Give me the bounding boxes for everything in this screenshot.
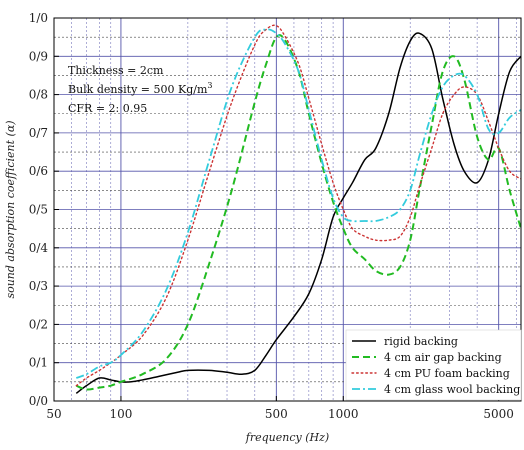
legend-label-pu-foam: 4 cm PU foam backing <box>384 367 510 380</box>
legend-label-rigid: rigid backing <box>384 335 458 348</box>
annotation-cfr: CFR = 2: 0.95 <box>68 102 147 115</box>
y-tick-label: 0/7 <box>29 126 48 140</box>
series-lines <box>75 24 521 394</box>
y-tick-label: 0/3 <box>29 279 48 293</box>
series-line-glass-wool <box>76 28 521 379</box>
annotation-density: Bulk density = 500 Kg/m3 <box>68 81 212 96</box>
y-tick-label: 0/2 <box>29 317 48 331</box>
y-tick-label: 0/1 <box>29 356 48 370</box>
x-tick-label: 1000 <box>328 407 359 421</box>
y-tick-label: 0/4 <box>29 241 49 255</box>
axis-ticks: 0/0 0/1 0/2 0/3 0/4 0/5 0/6 0/7 0/8 0/9 1/0 50 100 50… <box>29 11 514 421</box>
y-axis-title: sound absorption coefficient (α) <box>4 120 17 298</box>
series-line-rigid <box>75 32 521 394</box>
x-tick-label: 5000 <box>483 407 514 421</box>
legend-label-air-gap: 4 cm air gap backing <box>384 351 502 364</box>
y-tick-label: 0/0 <box>29 394 48 408</box>
grid <box>54 18 521 401</box>
legend-label-glass-wool: 4 cm glass wool backing <box>384 383 520 396</box>
sample-annotation: Thickness = 2cm Bulk density = 500 Kg/m3… <box>68 64 212 115</box>
y-tick-label: 0/9 <box>29 49 48 63</box>
y-tick-label: 0/5 <box>29 203 48 217</box>
legend: rigid backing 4 cm air gap backing 4 cm … <box>345 329 522 401</box>
series-line-pu-foam <box>75 24 521 387</box>
x-tick-label: 500 <box>265 407 288 421</box>
y-tick-label: 0/8 <box>29 88 48 102</box>
x-axis-title: frequency (Hz) <box>245 431 329 444</box>
annotation-density-sup: 3 <box>207 81 212 90</box>
annotation-thickness: Thickness = 2cm <box>68 64 164 77</box>
x-tick-label: 100 <box>109 407 132 421</box>
series-line-air-gap <box>75 34 521 391</box>
y-tick-label: 0/6 <box>29 164 48 178</box>
x-tick-label: 50 <box>46 407 61 421</box>
annotation-density-text: Bulk density = 500 Kg/m <box>68 83 208 96</box>
y-tick-label: 1/0 <box>29 11 48 25</box>
